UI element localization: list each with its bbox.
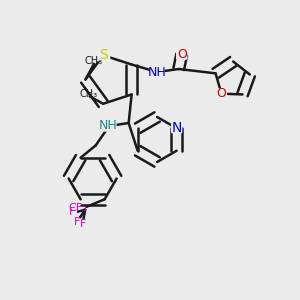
FancyBboxPatch shape	[176, 50, 188, 60]
FancyBboxPatch shape	[72, 218, 81, 226]
Text: CH₃: CH₃	[79, 89, 97, 99]
Text: O: O	[177, 48, 187, 61]
FancyBboxPatch shape	[216, 88, 227, 99]
Text: CF₃: CF₃	[68, 203, 87, 213]
FancyBboxPatch shape	[171, 123, 182, 134]
Text: F: F	[80, 219, 86, 229]
FancyBboxPatch shape	[78, 220, 87, 228]
Text: NH: NH	[98, 119, 117, 133]
FancyBboxPatch shape	[68, 208, 77, 216]
Text: F: F	[74, 218, 80, 227]
Text: F: F	[69, 207, 76, 217]
Text: O: O	[217, 87, 226, 100]
Text: CH₃: CH₃	[85, 56, 103, 67]
FancyBboxPatch shape	[150, 66, 165, 78]
Text: NH: NH	[148, 65, 167, 79]
FancyBboxPatch shape	[96, 49, 110, 61]
Text: N: N	[171, 121, 182, 135]
Text: S: S	[99, 48, 107, 62]
FancyBboxPatch shape	[102, 120, 117, 132]
